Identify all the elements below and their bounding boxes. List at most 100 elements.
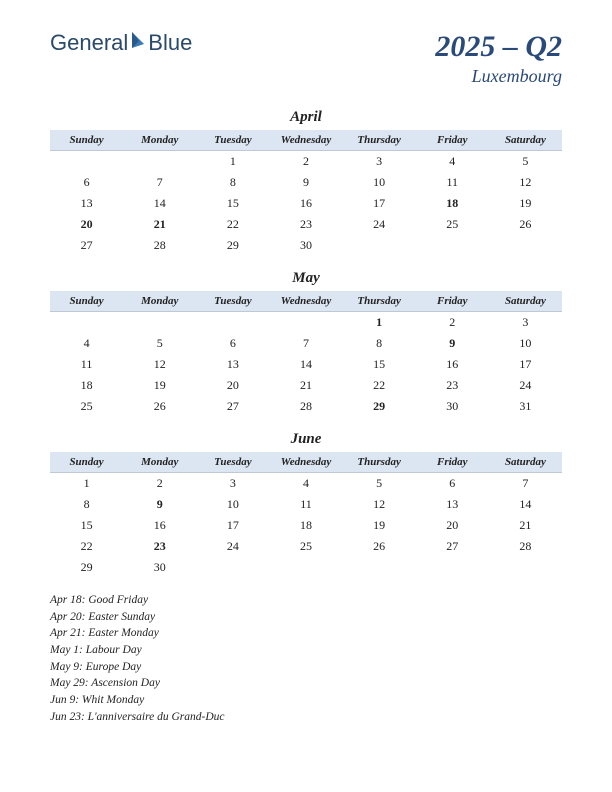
page-title: 2025 – Q2 — [435, 30, 562, 64]
calendar-cell: 2 — [123, 473, 196, 495]
day-header: Thursday — [343, 452, 416, 473]
calendar-cell: 30 — [269, 235, 342, 256]
logo-text-2: Blue — [148, 30, 192, 56]
calendar-row: 27282930 — [50, 235, 562, 256]
calendar-cell: 1 — [343, 312, 416, 334]
calendar-cell — [343, 235, 416, 256]
calendar-cell: 13 — [416, 494, 489, 515]
calendar-row: 25262728293031 — [50, 396, 562, 417]
calendar-cell — [50, 151, 123, 173]
calendar-cell: 30 — [416, 396, 489, 417]
calendar-cell: 12 — [489, 172, 562, 193]
calendar-cell: 29 — [343, 396, 416, 417]
calendar-cell: 5 — [489, 151, 562, 173]
page-subtitle: Luxembourg — [435, 66, 562, 87]
calendar-cell: 4 — [416, 151, 489, 173]
month-block: MaySundayMondayTuesdayWednesdayThursdayF… — [50, 270, 562, 417]
day-header: Monday — [123, 452, 196, 473]
calendar-cell: 26 — [123, 396, 196, 417]
calendar-cell: 23 — [269, 214, 342, 235]
month-name: June — [50, 431, 562, 448]
calendar-cell: 28 — [269, 396, 342, 417]
calendar-cell: 27 — [50, 235, 123, 256]
calendar-table: SundayMondayTuesdayWednesdayThursdayFrid… — [50, 452, 562, 578]
calendar-cell: 15 — [50, 515, 123, 536]
calendar-cell: 27 — [196, 396, 269, 417]
calendar-cell: 20 — [196, 375, 269, 396]
calendar-cell: 30 — [123, 557, 196, 578]
calendar-cell: 1 — [196, 151, 269, 173]
day-header: Friday — [416, 291, 489, 312]
holiday-line: May 29: Ascension Day — [50, 675, 562, 692]
holiday-line: Jun 23: L'anniversaire du Grand-Duc — [50, 709, 562, 726]
calendar-cell: 17 — [489, 354, 562, 375]
calendar-row: 11121314151617 — [50, 354, 562, 375]
calendar-cell — [123, 312, 196, 334]
calendar-cell: 14 — [489, 494, 562, 515]
calendar-cell: 24 — [343, 214, 416, 235]
header: General Blue 2025 – Q2 Luxembourg — [50, 30, 562, 87]
calendar-cell: 14 — [123, 193, 196, 214]
calendar-cell: 22 — [343, 375, 416, 396]
day-header: Friday — [416, 452, 489, 473]
calendar-cell: 25 — [50, 396, 123, 417]
logo-text-1: General — [50, 30, 128, 56]
calendar-cell: 26 — [343, 536, 416, 557]
day-header: Thursday — [343, 291, 416, 312]
calendar-cell: 25 — [269, 536, 342, 557]
calendar-cell: 29 — [50, 557, 123, 578]
calendar-row: 20212223242526 — [50, 214, 562, 235]
calendar-cell: 21 — [123, 214, 196, 235]
calendar-cell: 12 — [123, 354, 196, 375]
calendar-row: 1234567 — [50, 473, 562, 495]
day-header: Saturday — [489, 130, 562, 151]
calendar-cell: 8 — [196, 172, 269, 193]
calendar-cell: 18 — [416, 193, 489, 214]
calendar-row: 22232425262728 — [50, 536, 562, 557]
calendar-row: 123 — [50, 312, 562, 334]
calendar-cell: 10 — [343, 172, 416, 193]
day-header: Tuesday — [196, 130, 269, 151]
day-header: Saturday — [489, 452, 562, 473]
calendar-cell: 3 — [489, 312, 562, 334]
calendar-cell: 23 — [123, 536, 196, 557]
calendar-cell: 27 — [416, 536, 489, 557]
calendar-cell: 18 — [269, 515, 342, 536]
calendar-cell: 8 — [50, 494, 123, 515]
calendar-cell: 11 — [416, 172, 489, 193]
calendar-cell: 14 — [269, 354, 342, 375]
calendar-cell — [50, 312, 123, 334]
calendar-table: SundayMondayTuesdayWednesdayThursdayFrid… — [50, 291, 562, 417]
calendar-cell: 16 — [269, 193, 342, 214]
calendar-cell: 6 — [416, 473, 489, 495]
calendar-row: 45678910 — [50, 333, 562, 354]
calendar-cell: 13 — [50, 193, 123, 214]
day-header: Friday — [416, 130, 489, 151]
calendar-cell: 6 — [196, 333, 269, 354]
day-header: Monday — [123, 291, 196, 312]
calendar-cell: 20 — [50, 214, 123, 235]
day-header: Wednesday — [269, 130, 342, 151]
calendar-cell: 26 — [489, 214, 562, 235]
calendar-cell: 2 — [416, 312, 489, 334]
calendar-cell — [123, 151, 196, 173]
calendar-cell: 24 — [489, 375, 562, 396]
calendar-cell: 24 — [196, 536, 269, 557]
calendar-row: 18192021222324 — [50, 375, 562, 396]
title-block: 2025 – Q2 Luxembourg — [435, 30, 562, 87]
month-block: June SundayMondayTuesdayWednesdayThursday… — [50, 431, 562, 578]
calendar-cell: 28 — [123, 235, 196, 256]
calendar-cell: 21 — [269, 375, 342, 396]
calendar-cell: 3 — [343, 151, 416, 173]
calendar-cell: 31 — [489, 396, 562, 417]
calendar-cell — [269, 557, 342, 578]
day-header: Saturday — [489, 291, 562, 312]
calendar-cell: 3 — [196, 473, 269, 495]
calendar-cell: 10 — [196, 494, 269, 515]
calendar-cell: 12 — [343, 494, 416, 515]
day-header: Tuesday — [196, 452, 269, 473]
calendar-cell: 19 — [489, 193, 562, 214]
calendar-row: 13141516171819 — [50, 193, 562, 214]
calendar-cell: 7 — [489, 473, 562, 495]
holiday-line: Apr 18: Good Friday — [50, 592, 562, 609]
